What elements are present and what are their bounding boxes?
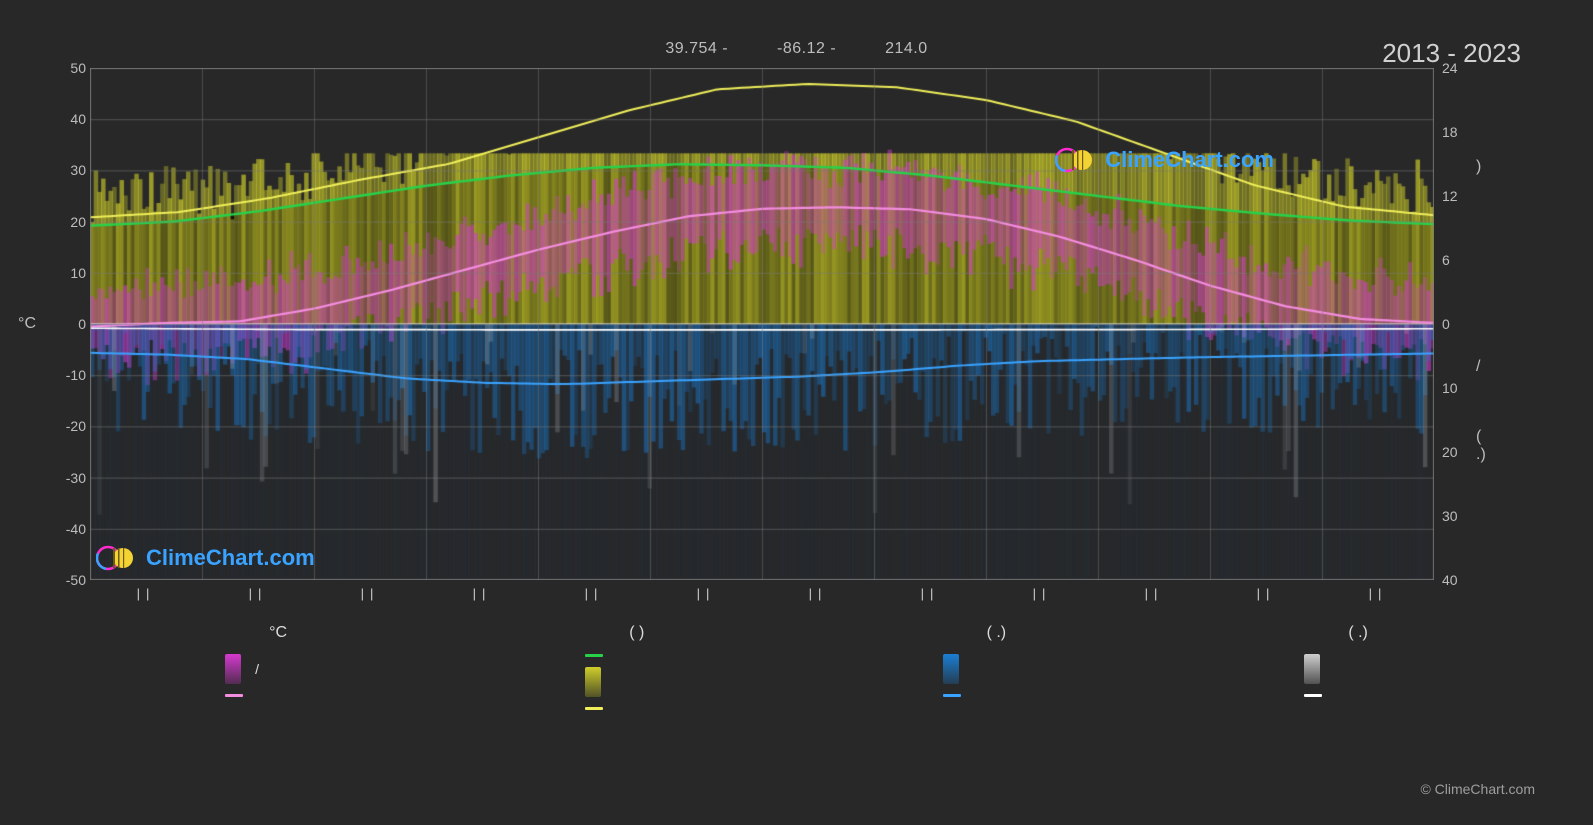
x-tick: || (473, 586, 492, 601)
alt-label: 214.0 (885, 40, 928, 57)
y-left-tick: -40 (40, 521, 86, 537)
climechart-logo-icon (1055, 146, 1097, 174)
legend-col-rain: ( .) (943, 624, 1007, 710)
x-tick: || (585, 586, 604, 601)
legend-col-daylight: ( ) (585, 624, 644, 710)
x-tick: || (809, 586, 828, 601)
legend-daylight-header: ( ) (629, 624, 644, 642)
x-tick: || (921, 586, 940, 601)
plot-area: ClimeChart.com ClimeChart.com (90, 68, 1434, 580)
y-right-tick: 6 (1442, 252, 1450, 268)
x-tick: || (249, 586, 268, 601)
swatch-day-block (585, 667, 601, 697)
y-left-tick: -10 (40, 367, 86, 383)
lon-label: -86.12 - (777, 40, 836, 57)
y-right-tick: 30 (1442, 508, 1458, 524)
lat-label: 39.754 - (665, 40, 728, 57)
right-unit-top: ) (1476, 158, 1481, 176)
legend-temp-row0: / (255, 661, 259, 677)
copyright: © ClimeChart.com (1420, 781, 1535, 797)
meta-top: 39.754 - -86.12 - 214.0 (0, 40, 1593, 58)
y-axis-right: ) / ( .) 2418126010203040 (1442, 68, 1482, 580)
y-axis-left: °C 50403020100-10-20-30-40-50 (40, 68, 86, 580)
swatch-temp-line (225, 694, 243, 697)
legend-notrain-header: ( .) (1348, 624, 1368, 642)
swatch-notrain-block (1304, 654, 1320, 684)
swatch-day-line (585, 707, 603, 710)
right-unit-bot: ( .) (1476, 428, 1486, 464)
y-right-tick: 40 (1442, 572, 1458, 588)
swatch-temp-block (225, 654, 241, 684)
watermark-bottom: ClimeChart.com (96, 544, 315, 572)
watermark-top-text: ClimeChart.com (1105, 147, 1274, 173)
x-tick: || (137, 586, 156, 601)
watermark-bottom-text: ClimeChart.com (146, 545, 315, 571)
legend-temp-header: °C (269, 624, 287, 642)
swatch-rain-line (943, 694, 961, 697)
y-left-tick: 40 (40, 111, 86, 127)
y-left-tick: 0 (40, 316, 86, 332)
grid-canvas (90, 68, 1434, 580)
root: 39.754 - -86.12 - 214.0 2013 - 2023 °C 5… (0, 0, 1593, 825)
y-left-tick: -20 (40, 418, 86, 434)
x-tick: || (1145, 586, 1164, 601)
y-left-tick: 30 (40, 162, 86, 178)
y-left-tick: 20 (40, 214, 86, 230)
right-unit-mid: / (1476, 358, 1480, 376)
legend-col-temp: °C / (225, 624, 287, 710)
swatch-rain-block (943, 654, 959, 684)
y-right-tick: 12 (1442, 188, 1458, 204)
y-left-tick: 10 (40, 265, 86, 281)
climechart-logo-icon (96, 544, 138, 572)
legend: °C / ( ) ( .) ( .) (76, 624, 1517, 710)
legend-col-notrain: ( .) (1304, 624, 1368, 710)
x-tick: || (1033, 586, 1052, 601)
x-tick: || (697, 586, 716, 601)
y-left-tick: -30 (40, 470, 86, 486)
watermark-top: ClimeChart.com (1055, 146, 1274, 174)
legend-rain-header: ( .) (987, 624, 1007, 642)
x-tick: || (1369, 586, 1388, 601)
y-right-tick: 18 (1442, 124, 1458, 140)
y-right-tick: 24 (1442, 60, 1458, 76)
swatch-max-line (585, 654, 603, 657)
x-axis: || || || || || || || || || || || || (90, 586, 1434, 606)
y-right-tick: 10 (1442, 380, 1458, 396)
y-left-tick: -50 (40, 572, 86, 588)
y-right-tick: 0 (1442, 316, 1450, 332)
y-right-tick: 20 (1442, 444, 1458, 460)
y-left-tick: 50 (40, 60, 86, 76)
swatch-notrain-line (1304, 694, 1322, 697)
y-left-unit: °C (18, 315, 36, 333)
x-tick: || (361, 586, 380, 601)
x-tick: || (1257, 586, 1276, 601)
